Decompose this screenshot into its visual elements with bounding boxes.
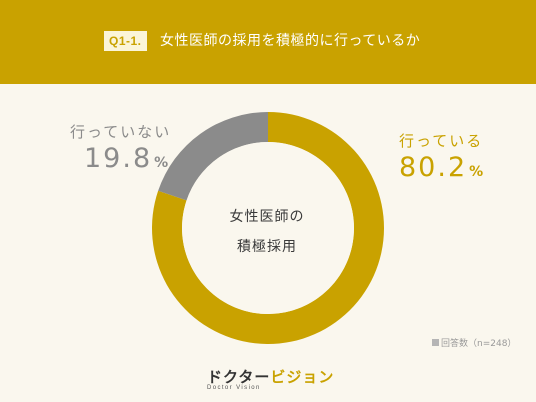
donut-hole [182, 142, 354, 314]
doctor-vision-logo: ドクタービジョン Doctor Vision [193, 368, 343, 396]
slice-value-no-unit: % [154, 155, 169, 171]
logo-english: Doctor Vision [207, 385, 261, 391]
logo-jp-accent: ビジョン [270, 368, 335, 386]
donut-slices [151, 112, 384, 345]
donut-center-line2: 積極採用 [237, 239, 297, 255]
donut-center-line1: 女性医師の [229, 209, 305, 225]
response-count-text: 回答数（n=248） [441, 339, 517, 349]
logo-jp-dark: ドクター [207, 368, 271, 386]
response-count-note: 回答数（n=248） [432, 336, 516, 349]
donut-slice-no [158, 112, 268, 201]
slice-label-yes: 行っている [399, 132, 484, 150]
slice-value-no: 19.8% [84, 143, 168, 174]
slice-value-yes: 80.2% [399, 152, 483, 183]
slice-value-yes-number: 80.2 [399, 152, 468, 183]
slice-value-no-number: 19.8 [84, 143, 153, 174]
note-square-icon [432, 339, 439, 346]
donut-center-label: 女性医師の 積極採用 [199, 202, 335, 262]
question-badge: Q1-1. [104, 31, 147, 51]
logo-japanese: ドクタービジョン [207, 368, 334, 386]
question-title: 女性医師の採用を積極的に行っているか [160, 33, 421, 49]
slice-value-yes-unit: % [469, 164, 484, 180]
slice-label-no: 行っていない [70, 123, 172, 141]
header-bar: Q1-1. 女性医師の採用を積極的に行っているか [0, 0, 536, 84]
